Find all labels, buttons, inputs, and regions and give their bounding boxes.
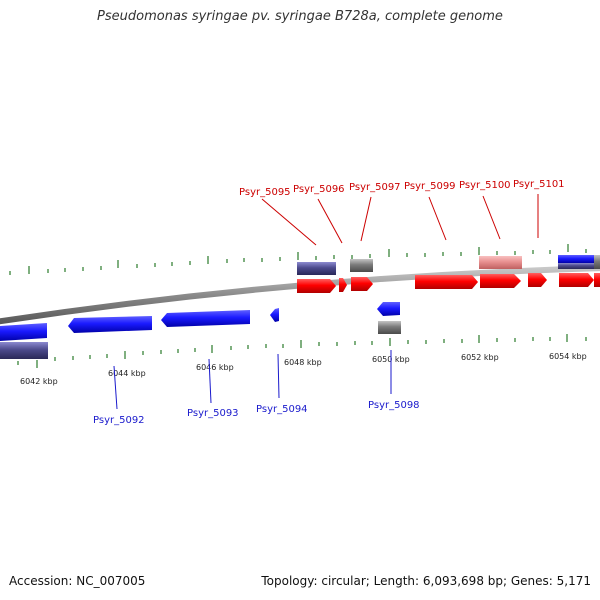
feature-block-purple-left[interactable]: [0, 342, 48, 359]
gene-arrow-forward-edge[interactable]: [559, 273, 594, 287]
gene-arrow-psyr-5094[interactable]: [270, 308, 279, 322]
gene-label-psyr-5096[interactable]: Psyr_5096: [293, 184, 345, 195]
lower-tick-ruler: [17, 334, 587, 368]
leader-line: [482, 195, 501, 240]
leader-line: [277, 353, 280, 399]
gene-arrow-psyr-5095[interactable]: [297, 279, 336, 293]
scale-label: 6054 kbp: [549, 352, 587, 361]
feature-block-gray[interactable]: [350, 259, 373, 272]
feature-block-blue[interactable]: [558, 255, 600, 263]
genome-summary-text: Topology: circular; Length: 6,093,698 bp…: [261, 574, 591, 588]
feature-block-pink[interactable]: [479, 256, 522, 269]
scale-label: 6042 kbp: [20, 377, 58, 386]
scale-label: 6048 kbp: [284, 358, 322, 367]
gene-arrow-psyr-5098[interactable]: [377, 302, 400, 316]
scale-label: 6046 kbp: [196, 363, 234, 372]
scale-labels: 6042 kbp 6044 kbp 6046 kbp 6048 kbp 6050…: [20, 352, 587, 386]
leader-line: [208, 358, 212, 404]
leader-line: [261, 198, 317, 246]
gene-arrow-psyr-5100[interactable]: [480, 274, 521, 288]
gene-label-psyr-5098[interactable]: Psyr_5098: [368, 400, 420, 411]
upper-tick-ruler: [9, 244, 587, 275]
gene-arrow-psyr-5093[interactable]: [161, 310, 250, 327]
gene-arrow-psyr-5096[interactable]: [339, 278, 347, 292]
gene-label-psyr-5101[interactable]: Psyr_5101: [513, 179, 565, 190]
gene-arrow-psyr-5092[interactable]: [68, 316, 152, 333]
forward-gene-labels[interactable]: Psyr_5095 Psyr_5096 Psyr_5097 Psyr_5099 …: [239, 179, 565, 246]
gene-label-psyr-5100[interactable]: Psyr_5100: [459, 180, 511, 191]
reverse-gene-labels[interactable]: Psyr_5092 Psyr_5093 Psyr_5094 Psyr_5098: [93, 350, 420, 426]
leader-line: [360, 196, 372, 242]
gene-label-psyr-5092[interactable]: Psyr_5092: [93, 415, 145, 426]
gene-arrow-reverse-left[interactable]: [0, 323, 47, 341]
gene-label-psyr-5097[interactable]: Psyr_5097: [349, 182, 401, 193]
reverse-strand-features[interactable]: [0, 302, 401, 359]
gene-block-forward-edge[interactable]: [594, 273, 600, 287]
feature-block-purple-right[interactable]: [558, 263, 600, 269]
gene-arrow-psyr-5097[interactable]: [351, 277, 373, 291]
feature-block-gray-right[interactable]: [594, 255, 600, 269]
forward-strand-features[interactable]: [297, 255, 600, 293]
leader-line: [428, 196, 447, 241]
gene-arrow-psyr-5099[interactable]: [415, 275, 478, 289]
feature-block-purple[interactable]: [297, 262, 336, 275]
gene-label-psyr-5093[interactable]: Psyr_5093: [187, 408, 239, 419]
genome-title: Pseudomonas syringae pv. syringae B728a,…: [97, 9, 503, 24]
feature-block-gray-lower[interactable]: [378, 321, 401, 334]
leader-line: [113, 365, 118, 410]
gene-label-psyr-5099[interactable]: Psyr_5099: [404, 181, 456, 192]
leader-line: [317, 198, 343, 244]
scale-label: 6052 kbp: [461, 353, 499, 362]
accession-text: Accession: NC_007005: [9, 574, 146, 588]
scale-label: 6044 kbp: [108, 369, 146, 378]
gene-label-psyr-5094[interactable]: Psyr_5094: [256, 404, 308, 415]
gene-arrow-psyr-5101[interactable]: [528, 273, 547, 287]
gene-label-psyr-5095[interactable]: Psyr_5095: [239, 187, 291, 198]
